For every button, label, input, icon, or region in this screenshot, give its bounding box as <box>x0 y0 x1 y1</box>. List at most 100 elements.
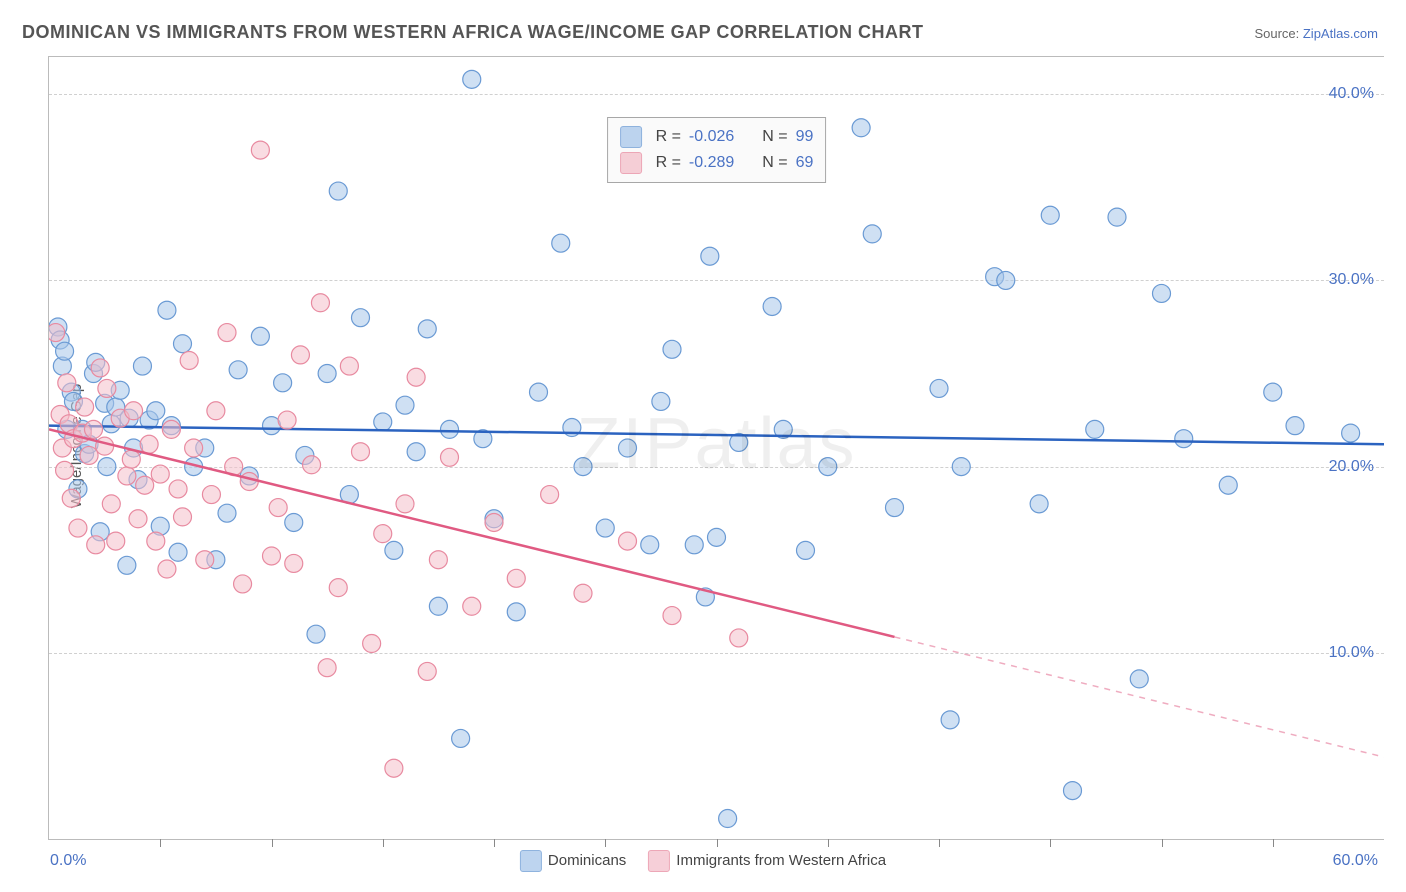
data-point <box>329 579 347 597</box>
legend-n-label: N = <box>762 154 787 172</box>
data-point <box>118 467 136 485</box>
source-attribution: Source: ZipAtlas.com <box>1254 26 1378 41</box>
data-point <box>1153 284 1171 302</box>
data-point <box>147 532 165 550</box>
data-point <box>185 439 203 457</box>
data-point <box>122 450 140 468</box>
source-prefix: Source: <box>1254 26 1302 41</box>
data-point <box>930 379 948 397</box>
data-point <box>125 402 143 420</box>
x-tick <box>494 839 495 847</box>
legend-r-label: R = <box>656 128 681 146</box>
data-point <box>234 575 252 593</box>
data-point <box>407 368 425 386</box>
data-point <box>719 810 737 828</box>
data-point <box>1286 417 1304 435</box>
data-point <box>240 473 258 491</box>
data-point <box>229 361 247 379</box>
data-point <box>363 635 381 653</box>
data-point <box>701 247 719 265</box>
x-axis-max-label: 60.0% <box>1333 852 1378 870</box>
data-point <box>552 234 570 252</box>
legend-item: Immigrants from Western Africa <box>648 850 886 872</box>
data-point <box>340 357 358 375</box>
data-point <box>202 486 220 504</box>
data-point <box>407 443 425 461</box>
data-point <box>87 536 105 554</box>
data-point <box>98 458 116 476</box>
data-point <box>708 528 726 546</box>
data-point <box>452 729 470 747</box>
data-point <box>574 584 592 602</box>
data-point <box>269 499 287 517</box>
data-point <box>303 456 321 474</box>
legend-item: Dominicans <box>520 850 626 872</box>
legend-r-value: -0.026 <box>689 128 734 146</box>
x-tick <box>160 839 161 847</box>
source-link[interactable]: ZipAtlas.com <box>1303 26 1378 41</box>
data-point <box>1041 206 1059 224</box>
legend-r-label: R = <box>656 154 681 172</box>
data-point <box>730 629 748 647</box>
data-point <box>56 342 74 360</box>
data-point <box>69 519 87 537</box>
data-point <box>1219 476 1237 494</box>
data-point <box>129 510 147 528</box>
data-point <box>1064 782 1082 800</box>
data-point <box>80 446 98 464</box>
data-point <box>352 309 370 327</box>
x-tick <box>1162 839 1163 847</box>
legend-n-value: 99 <box>796 128 814 146</box>
x-tick <box>939 839 940 847</box>
data-point <box>819 458 837 476</box>
data-point <box>396 396 414 414</box>
legend-swatch <box>648 850 670 872</box>
x-tick <box>383 839 384 847</box>
data-point <box>98 379 116 397</box>
data-point <box>374 413 392 431</box>
data-point <box>763 297 781 315</box>
data-point <box>318 365 336 383</box>
data-point <box>218 504 236 522</box>
chart-plot-area: ZIPatlas R = -0.026N = 99R = -0.289N = 6… <box>48 56 1384 840</box>
trend-line-extrapolated <box>895 637 1385 757</box>
data-point <box>463 70 481 88</box>
legend-r-value: -0.289 <box>689 154 734 172</box>
chart-title: DOMINICAN VS IMMIGRANTS FROM WESTERN AFR… <box>22 22 923 43</box>
data-point <box>429 551 447 569</box>
data-point <box>147 402 165 420</box>
data-point <box>1108 208 1126 226</box>
data-point <box>207 402 225 420</box>
data-point <box>136 476 154 494</box>
data-point <box>1086 420 1104 438</box>
data-point <box>997 271 1015 289</box>
data-point <box>1030 495 1048 513</box>
data-point <box>311 294 329 312</box>
data-point <box>385 759 403 777</box>
data-point <box>180 351 198 369</box>
data-point <box>463 597 481 615</box>
legend-swatch <box>620 126 642 148</box>
data-point <box>274 374 292 392</box>
legend-swatch <box>520 850 542 872</box>
data-point <box>318 659 336 677</box>
data-point <box>596 519 614 537</box>
data-point <box>285 554 303 572</box>
data-point <box>574 458 592 476</box>
legend-row: R = -0.026N = 99 <box>620 124 814 150</box>
data-point <box>385 541 403 559</box>
data-point <box>619 532 637 550</box>
data-point <box>133 357 151 375</box>
legend-label: Immigrants from Western Africa <box>676 852 886 869</box>
data-point <box>174 508 192 526</box>
data-point <box>797 541 815 559</box>
data-point <box>1175 430 1193 448</box>
data-point <box>140 435 158 453</box>
data-point <box>619 439 637 457</box>
data-point <box>441 420 459 438</box>
x-tick <box>717 839 718 847</box>
data-point <box>85 420 103 438</box>
data-point <box>278 411 296 429</box>
data-point <box>218 324 236 342</box>
x-tick <box>828 839 829 847</box>
